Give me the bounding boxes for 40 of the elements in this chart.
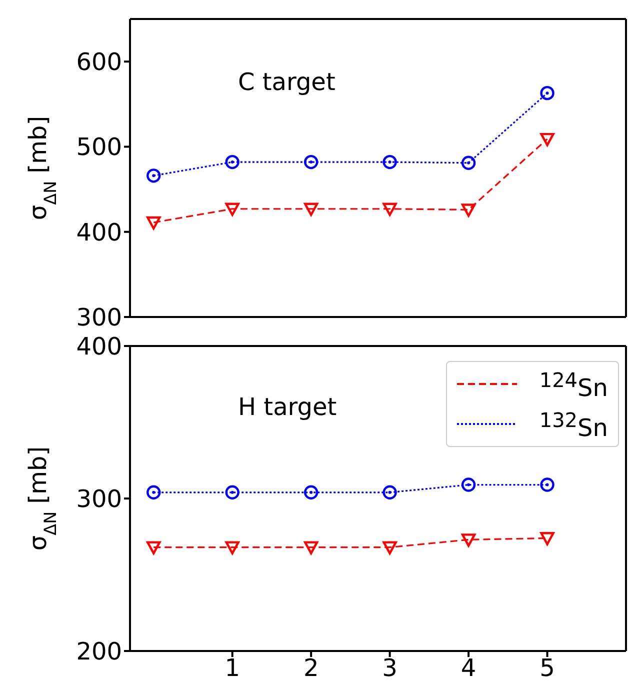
x-tick-label: 2 bbox=[303, 654, 319, 681]
legend-label: $^{124}$Sn bbox=[539, 367, 608, 404]
point bbox=[225, 541, 240, 554]
x-tick-label: 1 bbox=[224, 654, 240, 681]
point bbox=[461, 478, 476, 492]
point bbox=[461, 204, 476, 217]
point bbox=[304, 154, 318, 170]
point bbox=[146, 485, 161, 500]
point bbox=[540, 132, 554, 146]
y-tick-label: 500 bbox=[76, 133, 122, 162]
x-tick-label: 4 bbox=[460, 654, 476, 681]
point bbox=[540, 532, 554, 546]
point bbox=[304, 541, 318, 554]
point bbox=[146, 541, 161, 554]
annotation: C target bbox=[238, 68, 336, 96]
point bbox=[225, 485, 240, 500]
point bbox=[382, 202, 397, 216]
point bbox=[540, 86, 554, 100]
x-tick-label: 5 bbox=[540, 654, 555, 681]
y-tick-label: 300 bbox=[76, 485, 122, 514]
point bbox=[382, 485, 397, 500]
point bbox=[461, 156, 476, 170]
x-tick-label: 3 bbox=[382, 654, 398, 681]
point bbox=[304, 202, 318, 216]
annotation: H target bbox=[238, 393, 337, 421]
point bbox=[146, 168, 161, 183]
point bbox=[146, 216, 161, 230]
point bbox=[540, 478, 554, 492]
point bbox=[382, 541, 397, 554]
point bbox=[304, 485, 318, 500]
y-tick-label: 400 bbox=[76, 218, 122, 246]
y-tick-label: 200 bbox=[76, 638, 122, 666]
point bbox=[382, 154, 397, 170]
y-tick-label: 600 bbox=[76, 48, 122, 76]
y-tick-label: 400 bbox=[76, 332, 122, 361]
point bbox=[225, 202, 240, 216]
legend-label: $^{132}$Sn bbox=[539, 408, 608, 442]
point bbox=[225, 154, 240, 170]
point bbox=[461, 534, 476, 547]
y-tick-label: 300 bbox=[76, 304, 122, 332]
